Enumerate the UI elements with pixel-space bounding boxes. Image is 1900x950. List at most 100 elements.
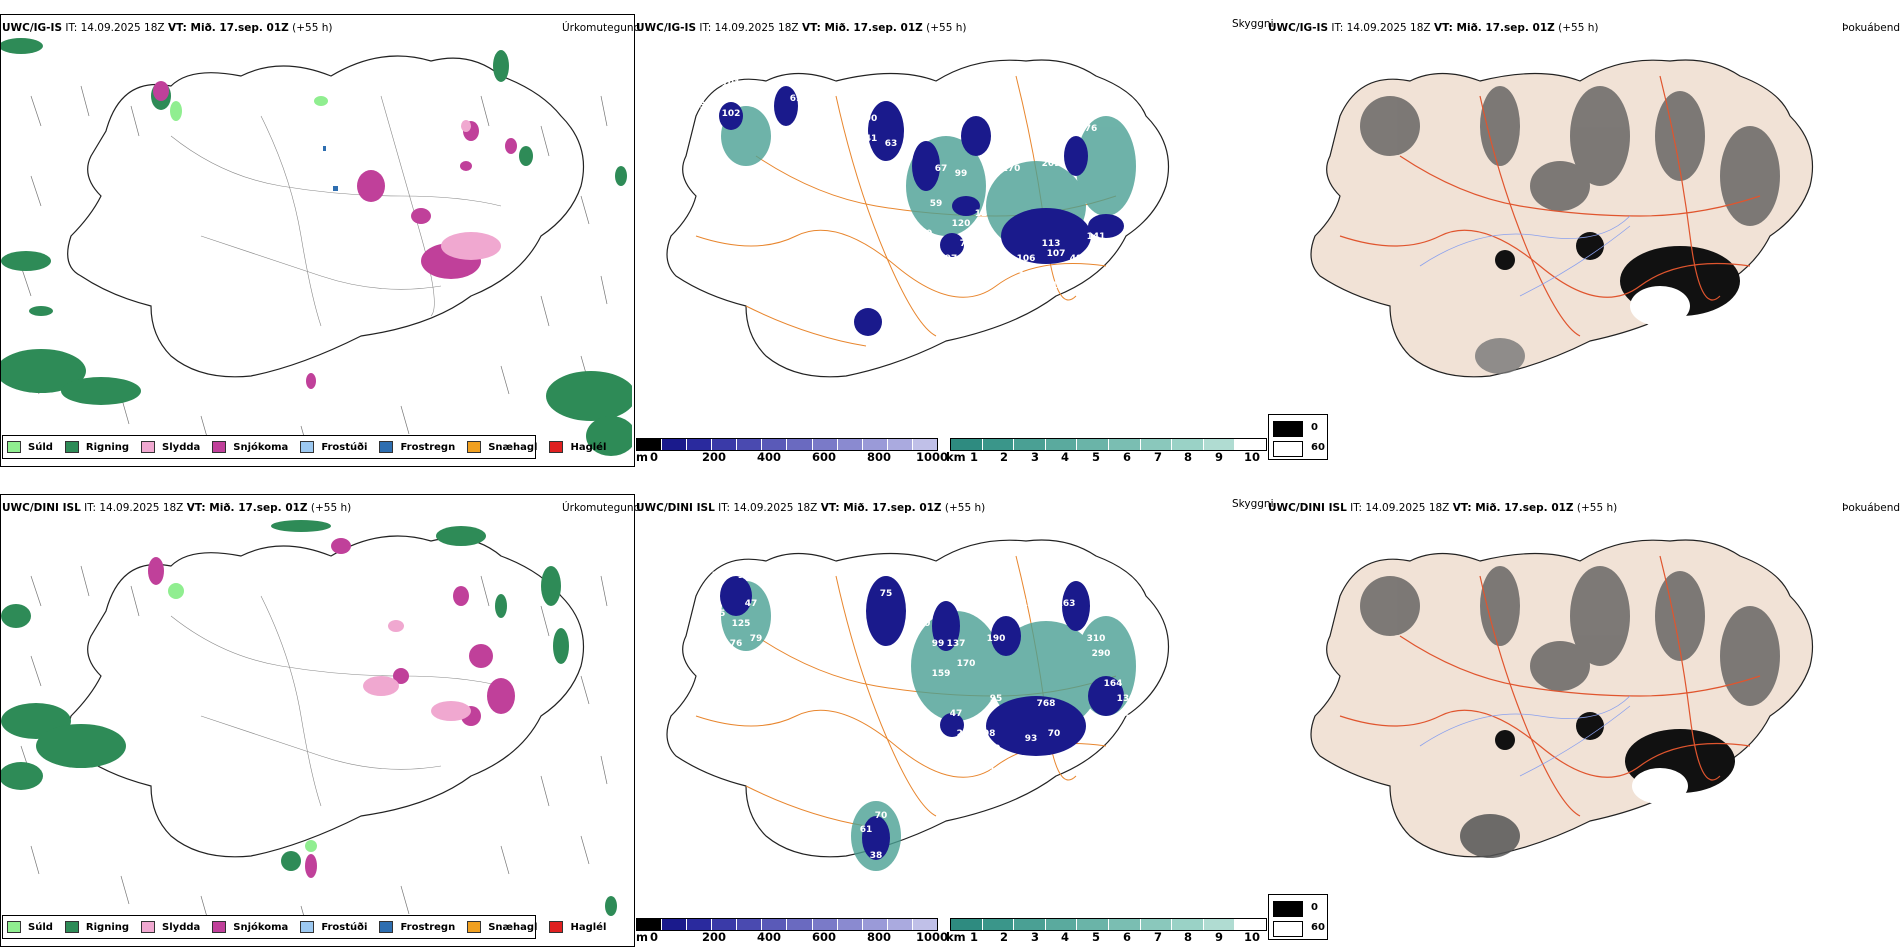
depth-value-label: 100 [912, 619, 931, 629]
colorbar-cell [1014, 439, 1046, 450]
colorbar-cell [1203, 439, 1236, 450]
depth-value-label: 101 [722, 79, 741, 89]
colorbar-cell [762, 439, 788, 450]
depth-value-label: 152 [712, 571, 731, 581]
depth-value-label: 38 [870, 851, 883, 861]
colorbar-cell [762, 919, 788, 930]
depth-value-label: 159 [1105, 609, 1124, 619]
depth-value-label: 29 [930, 94, 943, 104]
colorbar-cell [787, 919, 813, 930]
depth-value-label: 72 [960, 239, 973, 249]
colorbar-cell [662, 439, 688, 450]
iceland-outline [67, 55, 585, 378]
legend-item-snaehagl: Snæhagl [467, 441, 537, 453]
depth-value-label: 120 [952, 219, 971, 229]
depth-value-label: 108 [882, 709, 901, 719]
colorbar-cell [951, 919, 983, 930]
legend-item-sold: Súld [7, 441, 53, 453]
legend-swatch [64, 441, 79, 453]
vis-unit: km [946, 930, 966, 944]
colorbar-cell [837, 919, 863, 930]
colorbar-cell [1203, 919, 1236, 930]
precip-panel-1 [0, 14, 635, 467]
legend-item-snjokoma: Snjókoma [212, 921, 288, 933]
colorbar-cell [662, 919, 688, 930]
depth-value-label: 102 [1112, 714, 1131, 724]
colorbar-cell [862, 919, 888, 930]
legend-item-frostregn: Frostregn [379, 921, 455, 933]
legend-item-rigning: Rigning [64, 441, 129, 453]
snow-unit: m [636, 450, 648, 464]
depth-value-label: 38 [1010, 124, 1023, 134]
depth-title: Skyggni [1232, 498, 1274, 510]
depth-value-label: 99 [932, 639, 945, 649]
colorbar-cell [837, 439, 863, 450]
legend-swatch [300, 441, 315, 453]
lum-legend-2: 0 60 [1268, 894, 1328, 940]
colorbar-cell [812, 919, 838, 930]
depth-value-label: 67 [935, 164, 948, 174]
legend-swatch [212, 441, 227, 453]
depth-value-label: 99 [955, 169, 968, 179]
row-1: UWC/IG-IS IT: 14.09.2025 18Z VT: Mið. 17… [0, 0, 1900, 470]
lum-swatch-light [1273, 921, 1303, 937]
legend-item-snaehagl: Snæhagl [467, 921, 537, 933]
precip-title: Úrkomutegund [562, 502, 641, 514]
legend-swatch [141, 921, 156, 933]
colorbar-cell [1172, 919, 1204, 930]
model-name: UWC/IG-IS [2, 22, 63, 34]
vis-colorbar-1 [950, 438, 1267, 451]
depth-value-label: 125 [732, 619, 751, 629]
depth-value-label: 56 [1000, 141, 1013, 151]
depth-value-label: 107 [752, 84, 771, 94]
legend-item-sold: Súld [7, 921, 53, 933]
colorbar-cell [862, 439, 888, 450]
depth-value-label: 47 [745, 599, 758, 609]
legend-swatch [467, 441, 482, 453]
depth-header-1: UWC/IG-IS IT: 14.09.2025 18Z VT: Mið. 17… [636, 22, 967, 34]
colorbar-cell [687, 439, 713, 450]
depth-map-1 [666, 59, 1170, 378]
depth-value-label: 106 [1017, 254, 1036, 264]
legend-swatch [141, 441, 156, 453]
depth-header-2: UWC/DINI ISL IT: 14.09.2025 18Z VT: Mið.… [636, 502, 986, 514]
colorbar-cell [737, 439, 763, 450]
lum-swatch-light [1273, 441, 1303, 457]
legend-swatch [549, 441, 564, 453]
depth-value-label: 163 [1057, 599, 1076, 609]
colorbar-cell [637, 919, 663, 930]
colorbar-cell [637, 439, 663, 450]
depth-value-label: 70 [875, 811, 888, 821]
colorbar-cell [1014, 919, 1046, 930]
depth-value-label: 137 [947, 639, 966, 649]
depth-value-label: 59 [930, 199, 943, 209]
precip-legend-2: Súld Rigning Slydda Snjókoma Frostúði Fr… [2, 915, 606, 939]
depth-value-label: 107 [1047, 249, 1066, 259]
colorbar-cell [1077, 439, 1109, 450]
colorbar-cell [1108, 439, 1141, 450]
depth-value-label: 79 [750, 634, 763, 644]
depth-title: Skyggni [1232, 18, 1274, 30]
legend-item-frostregn: Frostregn [379, 441, 455, 453]
depth-value-label: 202 [957, 729, 976, 739]
depth-value-label: 97 [945, 254, 958, 264]
depth-value-label: 69 [790, 94, 803, 104]
depth-value-label: 12 [975, 209, 988, 219]
colorbar-cell [912, 919, 937, 930]
lead-time: (+55 h) [292, 22, 333, 34]
depth-value-label: 130 [982, 744, 1001, 754]
colorbar-cell [712, 439, 738, 450]
issue-time: IT: 14.09.2025 18Z [65, 22, 165, 34]
legend-item-haglel: Haglél [549, 441, 606, 453]
lead-time: (+55 h) [310, 502, 352, 514]
legend-swatch [379, 921, 394, 933]
lum-title: Þokuábendi [1842, 22, 1900, 34]
depth-value-label: 76 [892, 159, 905, 169]
legend-item-frostudi: Frostúði [300, 921, 367, 933]
colorbar-cell [887, 439, 913, 450]
legend-swatch [212, 921, 227, 933]
colorbar-cell [787, 439, 813, 450]
depth-value-label: 108 [977, 729, 996, 739]
depth-value-label: 93 [1025, 734, 1038, 744]
model-name: UWC/DINI ISL [2, 502, 81, 514]
